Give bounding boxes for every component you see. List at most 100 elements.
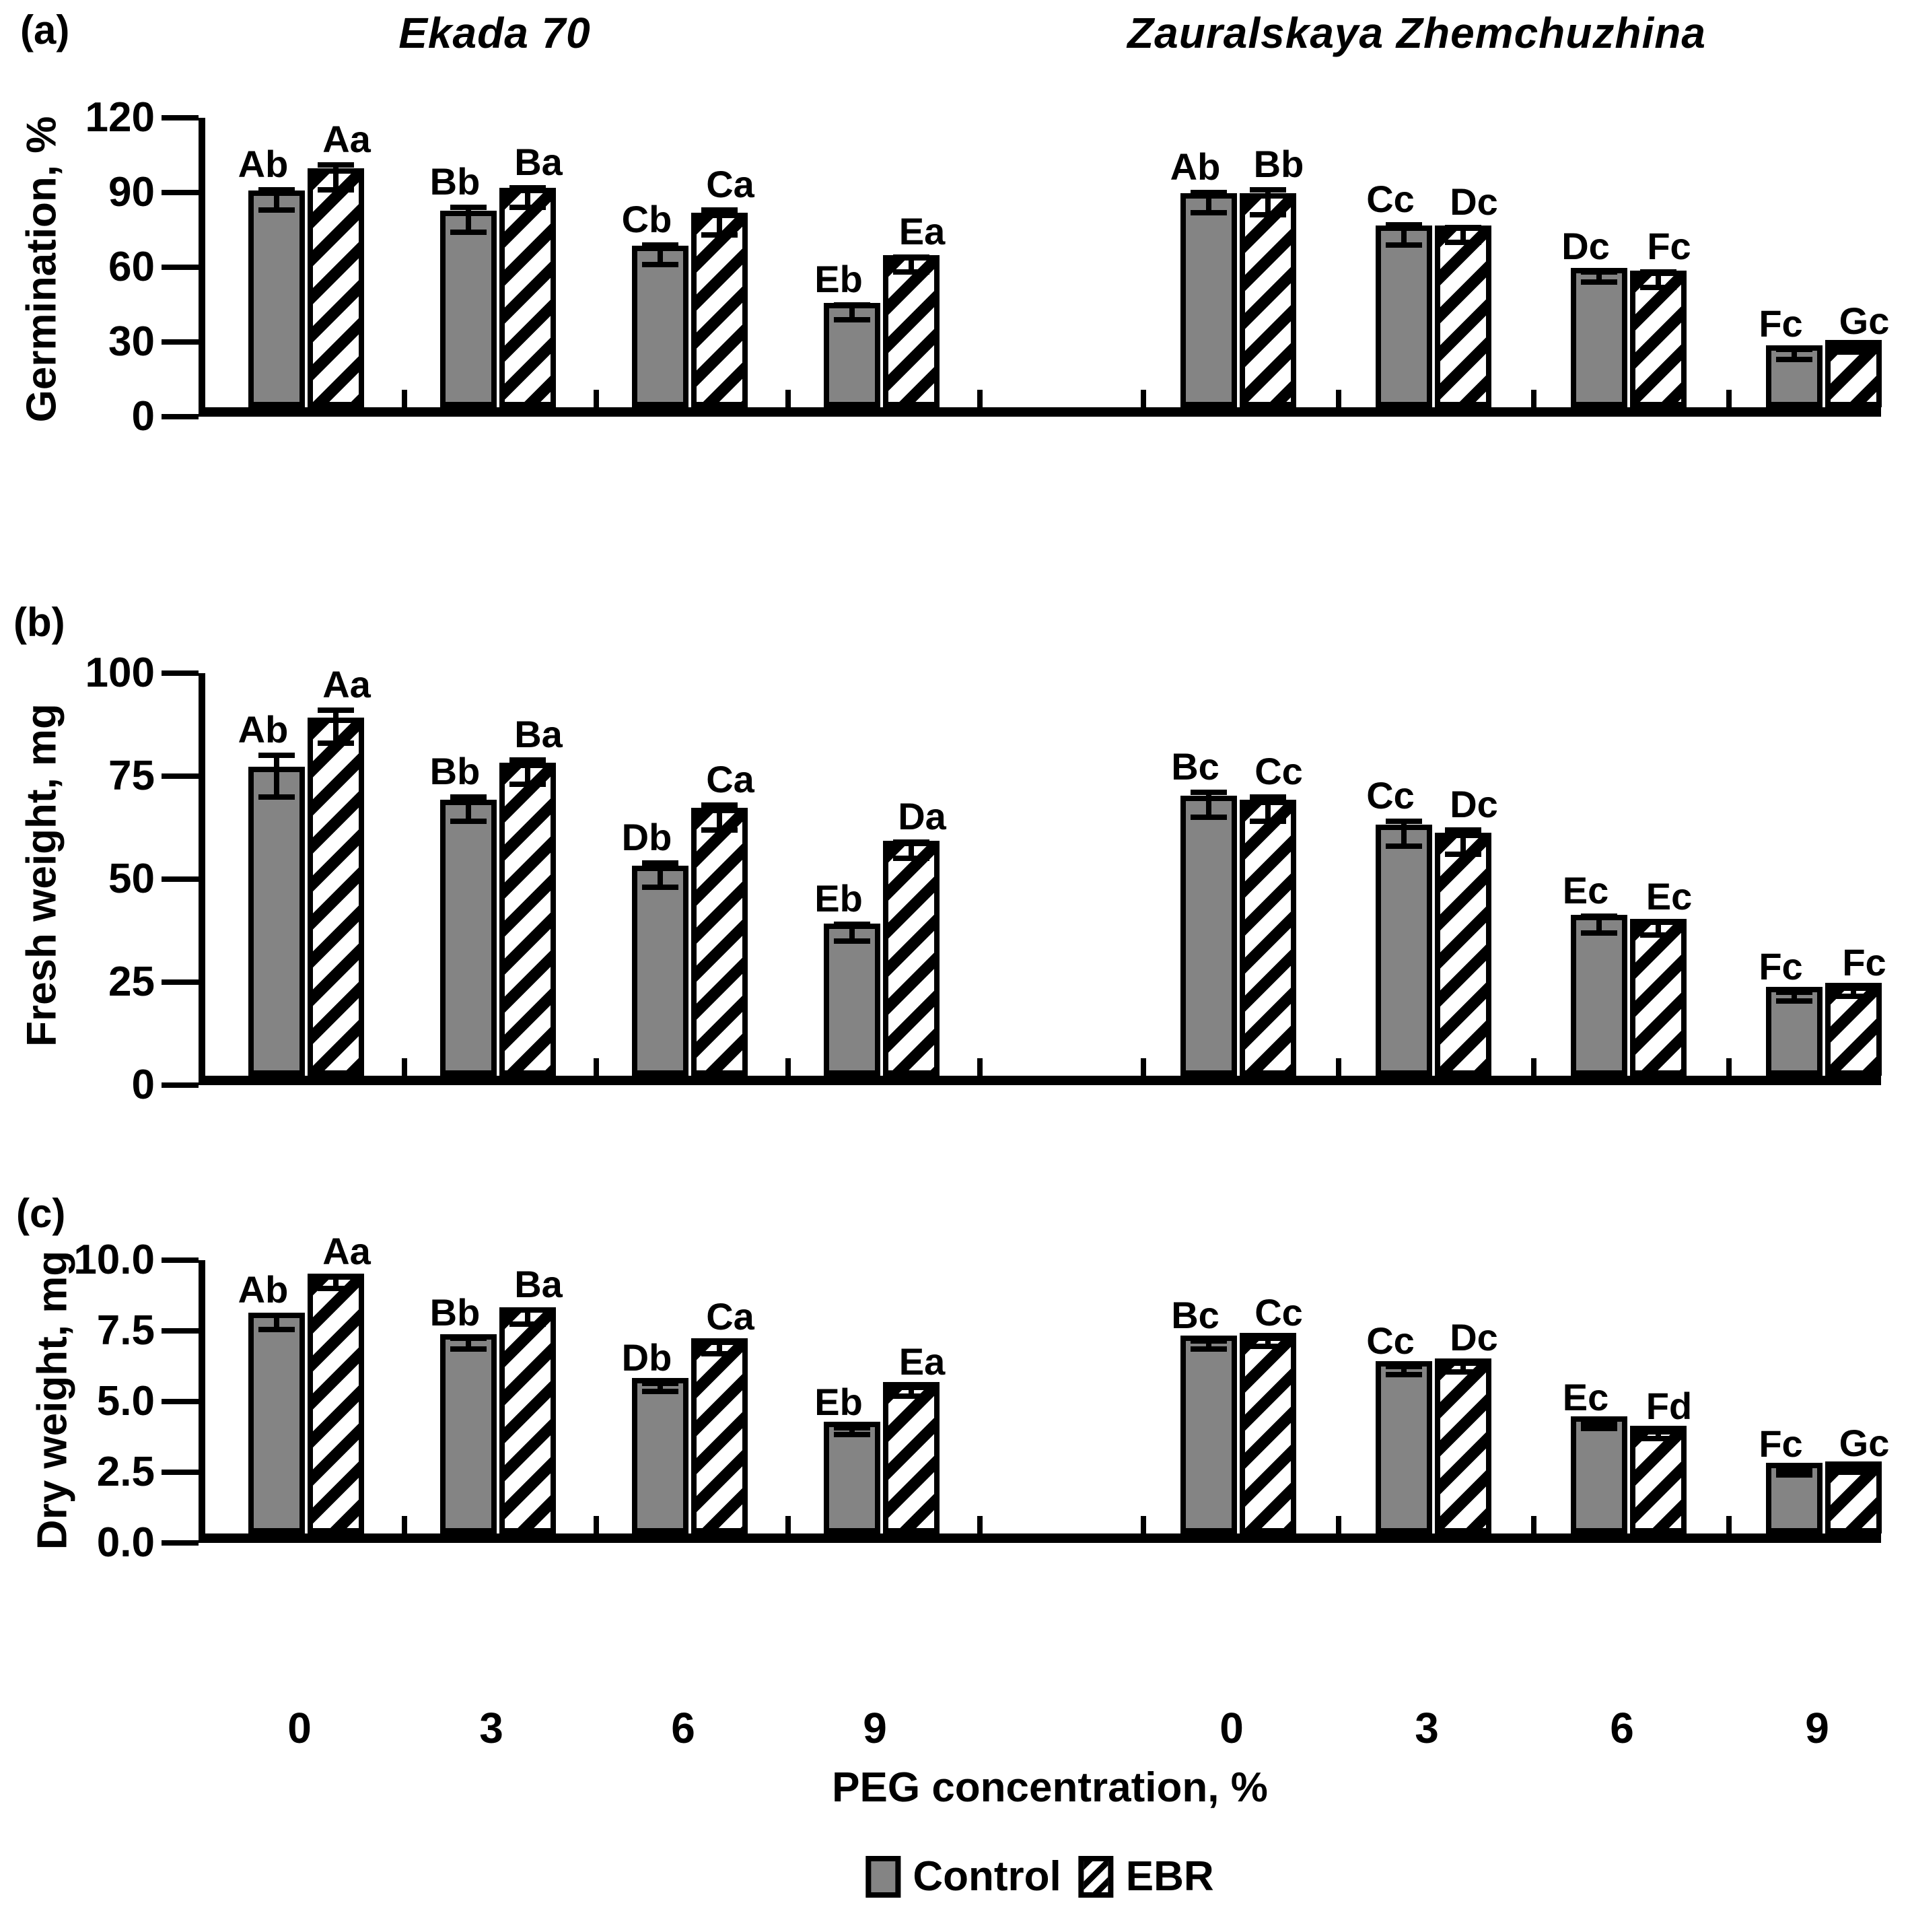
y-tick (162, 339, 199, 345)
bar-control (440, 799, 497, 1076)
bar-control (1571, 267, 1627, 407)
x-tick (1531, 1058, 1536, 1076)
x-tick-label: 9 (863, 1704, 887, 1752)
error-bar (274, 755, 279, 797)
bar-ebr (1240, 799, 1296, 1076)
y-tick-label: 100 (85, 650, 155, 696)
y-tick (162, 670, 199, 676)
y-tick-label: 0 (131, 1062, 155, 1108)
error-bar (274, 1315, 279, 1330)
significance-letter: Ba (514, 140, 563, 183)
error-bar-cap-bottom (834, 1432, 870, 1438)
error-bar-cap-top (1835, 986, 1872, 992)
x-tick (1726, 1516, 1732, 1533)
bar-ebr (691, 808, 748, 1076)
error-bar (333, 1277, 339, 1288)
error-bar (1460, 829, 1466, 855)
bar-control (632, 245, 688, 407)
error-bar-cap-bottom (1445, 1369, 1481, 1375)
error-bar-cap-bottom (1581, 1425, 1617, 1431)
error-bar-cap-bottom (1640, 284, 1676, 290)
y-tick-label: 2.5 (96, 1449, 155, 1495)
error-bar (1401, 821, 1407, 847)
error-bar (1460, 1363, 1466, 1372)
y-tick (162, 115, 199, 120)
bar-ebr (1435, 225, 1491, 407)
x-tick (402, 1516, 407, 1533)
error-bar-cap-bottom (1250, 1344, 1286, 1350)
error-bar (1265, 796, 1271, 822)
x-axis-title: PEG concentration, % (832, 1764, 1268, 1811)
x-tick (594, 1058, 599, 1076)
significance-letter: Bb (429, 160, 481, 203)
error-bar-cap-top (1250, 794, 1286, 800)
bar-control (1180, 193, 1237, 407)
error-bar-cap-top (834, 302, 870, 308)
significance-letter: Aa (322, 663, 371, 706)
x-tick-label: 9 (1805, 1704, 1829, 1752)
legend-item-ebr: EBR (1078, 1853, 1214, 1900)
bar-control (632, 1378, 688, 1533)
significance-letter: Ba (514, 712, 563, 755)
x-tick (977, 1516, 983, 1533)
error-bar-cap-bottom (642, 1389, 678, 1395)
error-bar (717, 209, 722, 235)
error-bar-cap-top (1835, 1466, 1872, 1472)
error-bar-cap-top (893, 1385, 929, 1390)
error-bar-cap-bottom (318, 187, 354, 193)
bar-control (248, 1313, 305, 1533)
error-bar-cap-bottom (450, 819, 487, 825)
error-bar (333, 710, 339, 744)
significance-letter: Fc (1759, 945, 1803, 988)
error-bar-cap-bottom (450, 1346, 487, 1352)
error-bar-cap-top (1581, 1420, 1617, 1426)
y-tick (162, 414, 199, 419)
error-bar (849, 1428, 855, 1435)
x-tick (977, 390, 983, 407)
significance-letter: Ec (1646, 875, 1693, 918)
error-bar-cap-bottom (1776, 356, 1812, 362)
x-tick (1531, 390, 1536, 407)
significance-letter: Gc (1839, 1422, 1890, 1465)
significance-letter: Fc (1759, 1422, 1803, 1465)
error-bar-cap-bottom (1386, 242, 1422, 248)
significance-letter: Ab (238, 1268, 289, 1311)
bar-ebr (883, 1382, 940, 1533)
bar-ebr (1435, 832, 1491, 1076)
error-bar-cap-top (318, 162, 354, 168)
y-tick (162, 1399, 199, 1404)
significance-letter: Ca (706, 162, 754, 205)
y-tick (162, 773, 199, 779)
error-bar (1596, 1422, 1602, 1428)
significance-letter: Bb (429, 1290, 481, 1334)
error-bar (1265, 1338, 1271, 1347)
error-bar-cap-bottom (258, 207, 295, 213)
error-bar (1265, 190, 1271, 215)
y-tick (162, 1082, 199, 1088)
y-tick-label: 0 (131, 393, 155, 440)
error-bar-cap-bottom (701, 232, 738, 238)
error-bar (1792, 992, 1797, 1001)
panel-a-letter: (a) (20, 7, 70, 53)
x-tick (1141, 1516, 1146, 1533)
y-tick-label: 25 (108, 959, 155, 1005)
error-bar (658, 244, 663, 265)
significance-letter: Cc (1254, 1290, 1303, 1334)
x-tick-label: 3 (1415, 1704, 1439, 1752)
error-bar-cap-bottom (893, 1393, 929, 1399)
error-bar-cap-top (258, 1312, 295, 1318)
error-bar-cap-bottom (1445, 852, 1481, 858)
error-bar-cap-top (834, 1425, 870, 1431)
error-bar (849, 304, 855, 320)
error-bar-cap-bottom (1835, 1470, 1872, 1476)
error-bar-cap-top (509, 1307, 546, 1313)
error-bar-cap-top (1835, 344, 1872, 350)
significance-letter: Eb (814, 257, 863, 300)
bar-control (1376, 824, 1432, 1076)
significance-letter: Aa (322, 1230, 371, 1273)
error-bar-cap-top (1640, 1429, 1676, 1435)
error-bar-cap-top (1191, 1338, 1227, 1344)
error-bar (525, 759, 530, 785)
error-bar-cap-top (1386, 1363, 1422, 1369)
x-tick (1336, 390, 1341, 407)
